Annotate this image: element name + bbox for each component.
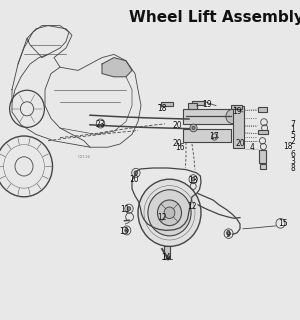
Text: 20: 20 <box>172 140 182 148</box>
Circle shape <box>134 171 138 175</box>
Bar <box>160 102 173 106</box>
Text: 18: 18 <box>157 104 167 113</box>
Circle shape <box>125 228 128 232</box>
Text: 10: 10 <box>130 175 139 184</box>
Text: 15: 15 <box>278 220 287 228</box>
Bar <box>183 129 231 142</box>
Text: 20: 20 <box>172 121 182 130</box>
Bar <box>258 130 268 134</box>
Text: 17: 17 <box>210 132 219 141</box>
Text: 12: 12 <box>157 213 167 222</box>
Text: 19: 19 <box>202 100 212 109</box>
Circle shape <box>190 124 197 132</box>
Circle shape <box>164 207 175 219</box>
Circle shape <box>226 109 239 124</box>
Text: 6: 6 <box>290 150 295 159</box>
Bar <box>231 105 242 109</box>
Text: 2: 2 <box>290 137 295 146</box>
Bar <box>258 107 267 112</box>
Bar <box>260 164 266 169</box>
Circle shape <box>127 207 131 211</box>
Text: 20: 20 <box>235 140 245 148</box>
Circle shape <box>158 200 182 226</box>
Text: 3: 3 <box>290 157 295 166</box>
Text: 16: 16 <box>175 143 185 152</box>
Text: 5: 5 <box>290 132 295 140</box>
Text: 14: 14 <box>162 253 171 262</box>
Bar <box>188 103 196 109</box>
Text: 11: 11 <box>120 205 129 214</box>
Text: 18: 18 <box>283 142 293 151</box>
Text: 4: 4 <box>250 143 254 152</box>
Circle shape <box>148 190 191 236</box>
Circle shape <box>227 232 230 236</box>
Text: 23: 23 <box>96 120 105 129</box>
Text: 13: 13 <box>120 227 129 236</box>
Text: 13: 13 <box>189 176 198 185</box>
Text: C2116: C2116 <box>77 156 91 159</box>
Text: 8: 8 <box>290 164 295 173</box>
Bar <box>164 246 170 259</box>
Bar <box>192 101 204 105</box>
Text: 9: 9 <box>226 230 230 239</box>
Text: 19: 19 <box>232 108 242 116</box>
Circle shape <box>192 126 195 130</box>
Bar <box>259 150 266 163</box>
Text: 7: 7 <box>290 120 295 129</box>
Bar <box>233 106 244 148</box>
Text: 1: 1 <box>290 125 295 134</box>
Text: Wheel Lift Assembly: Wheel Lift Assembly <box>129 10 300 25</box>
Bar <box>183 109 232 124</box>
Polygon shape <box>102 58 132 77</box>
Text: 12: 12 <box>187 202 197 211</box>
Circle shape <box>138 179 201 246</box>
Circle shape <box>191 177 195 181</box>
